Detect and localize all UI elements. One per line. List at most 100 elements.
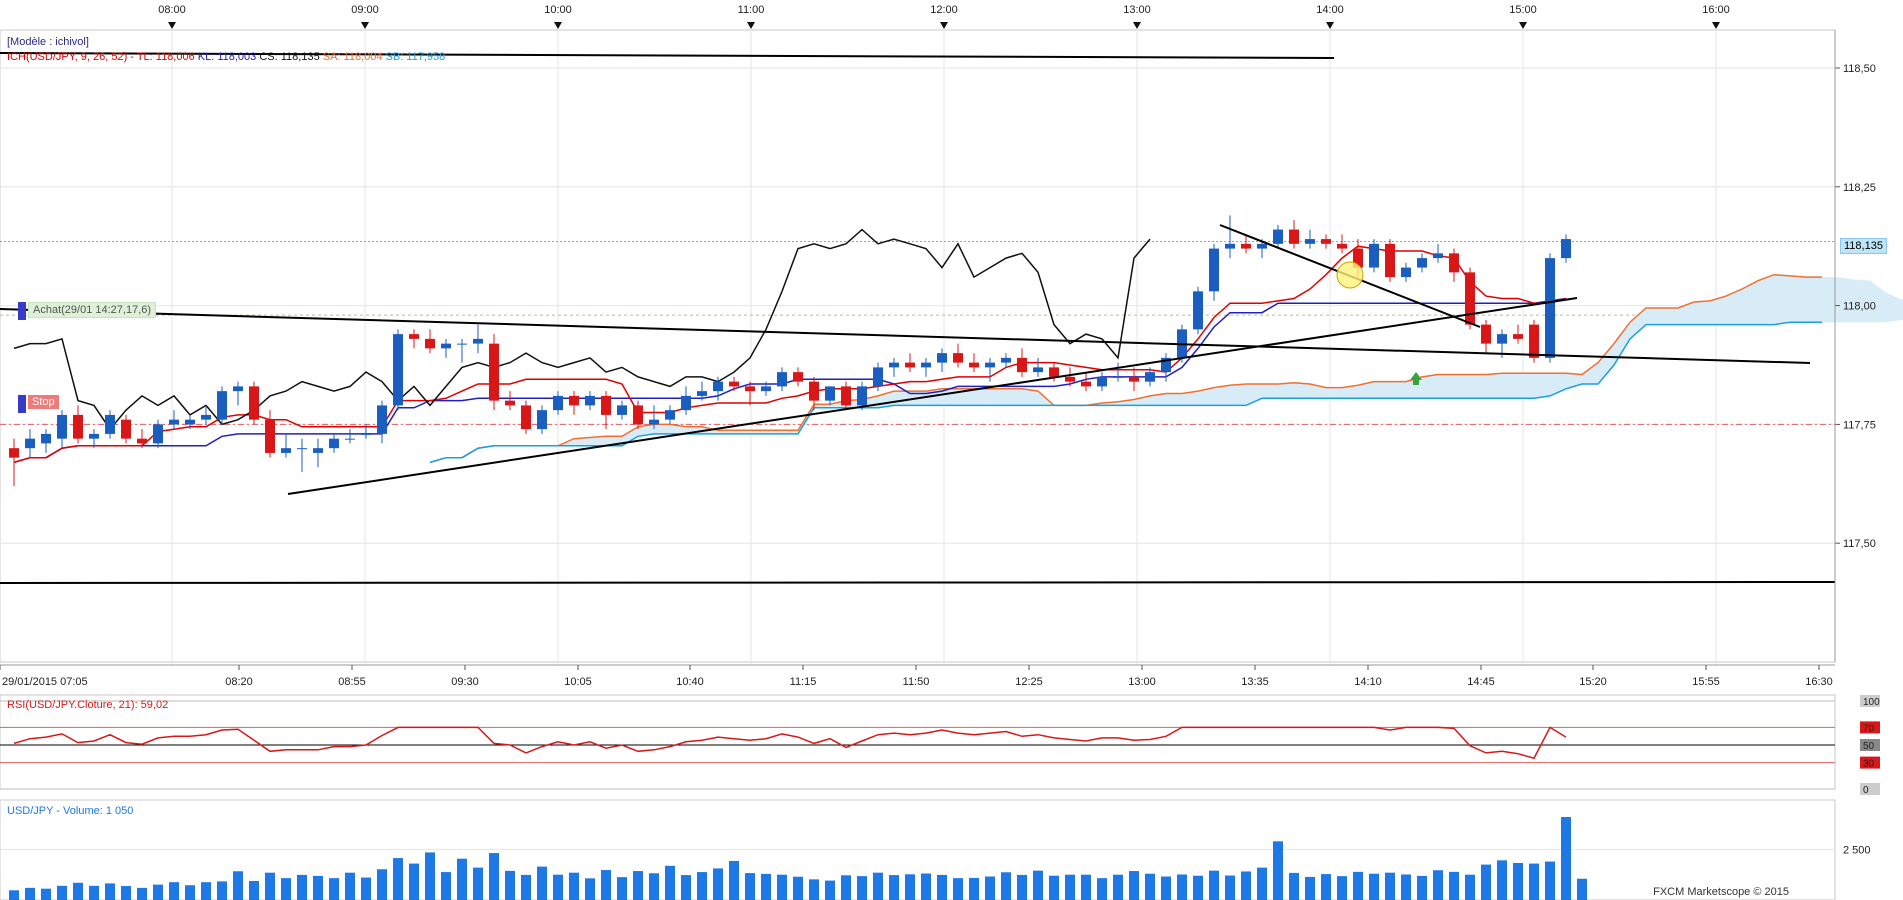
volume-bar xyxy=(1225,875,1235,900)
rsi-level-label: 100 xyxy=(1863,697,1880,708)
candle xyxy=(281,433,291,458)
volume-bar xyxy=(1129,871,1139,900)
volume-bar xyxy=(89,885,99,900)
volume-bar xyxy=(617,877,627,900)
candle-body xyxy=(89,433,99,439)
rsi-level-label: 50 xyxy=(1863,741,1875,752)
cloud-segment xyxy=(1374,381,1390,399)
volume-bar xyxy=(393,858,403,900)
rsi-level-label: 70 xyxy=(1863,723,1875,734)
cloud-segment xyxy=(1166,393,1182,406)
candle-body xyxy=(57,414,67,439)
candle xyxy=(1385,239,1395,282)
cloud-segment xyxy=(1134,395,1150,406)
candle xyxy=(905,353,915,373)
cloud-segment xyxy=(782,430,798,434)
volume-bar xyxy=(1017,874,1027,900)
volume-bar xyxy=(57,885,67,900)
volume-bar xyxy=(649,873,659,900)
candle xyxy=(297,438,307,472)
candle xyxy=(953,343,963,368)
volume-bar xyxy=(1193,875,1203,900)
rsi-line xyxy=(13,726,1567,760)
trend-line-top xyxy=(0,52,1335,59)
volume-bar xyxy=(777,874,787,900)
bottom-time-label: 08:20 xyxy=(225,676,253,688)
rsi-level-label: 30 xyxy=(1863,759,1875,770)
candle-body xyxy=(1305,239,1315,244)
stop-order-label[interactable]: Stop xyxy=(28,395,59,409)
buy-order-label[interactable]: Achat(29/01 14:27,17,6) xyxy=(28,302,157,318)
candle-body xyxy=(137,438,147,444)
candle xyxy=(985,357,995,382)
volume-bar xyxy=(1481,864,1491,900)
candle-body xyxy=(1209,248,1219,292)
candle xyxy=(57,410,67,449)
candle xyxy=(313,438,323,468)
candle xyxy=(361,424,371,439)
candle-body xyxy=(857,386,867,406)
candle-body xyxy=(1481,324,1491,344)
cloud-segment xyxy=(1150,393,1166,406)
candle-body xyxy=(1049,367,1059,377)
ichimoku-cloud xyxy=(430,274,1903,463)
volume-bar xyxy=(153,884,163,900)
volume-bar xyxy=(105,883,115,900)
candle xyxy=(713,376,723,401)
candle xyxy=(921,357,931,377)
candle-body xyxy=(809,381,819,401)
candle-body xyxy=(601,395,611,415)
candle-body xyxy=(937,353,947,363)
candle-body xyxy=(745,386,755,392)
volume-axis-label: 2 500 xyxy=(1843,844,1871,856)
candle-body xyxy=(1081,381,1091,387)
candle xyxy=(1449,248,1459,282)
candle-body xyxy=(153,424,163,444)
candle xyxy=(441,338,451,358)
cloud-segment xyxy=(1662,307,1678,325)
candle-body xyxy=(1017,357,1027,373)
cloud-segment xyxy=(990,388,1006,406)
candle xyxy=(969,353,979,373)
volume-bar xyxy=(201,882,211,900)
bottom-time-label: 11:15 xyxy=(790,676,817,688)
candle xyxy=(777,367,787,392)
ichimoku-legend: ICH(USD/JPY, 9, 26, 52) - TL: 118,006 KL… xyxy=(7,51,445,63)
candle-body xyxy=(1353,248,1363,268)
candle xyxy=(761,381,771,396)
bottom-time-label: 13:35 xyxy=(1241,676,1269,688)
stop-marker-handle[interactable] xyxy=(18,395,26,413)
volume-bar xyxy=(1209,870,1219,900)
volume-bar xyxy=(9,890,19,900)
cloud-segment xyxy=(1678,302,1694,325)
volume-bar xyxy=(937,874,947,900)
volume-bar xyxy=(1289,872,1299,900)
volume-bar xyxy=(873,872,883,900)
candle-body xyxy=(825,386,835,401)
volume-bar xyxy=(1545,861,1555,900)
candle xyxy=(393,329,403,411)
volume-bar xyxy=(249,880,259,900)
candle-body xyxy=(297,448,307,450)
volume-bar xyxy=(425,852,435,900)
candle-body xyxy=(9,448,19,458)
volume-bar xyxy=(1001,872,1011,900)
volume-panel-frame xyxy=(0,799,1836,900)
bottom-time-label: 29/01/2015 07:05 xyxy=(2,676,88,688)
cloud-segment xyxy=(1326,387,1342,399)
candle-body xyxy=(489,343,499,401)
cloud-segment xyxy=(1838,277,1854,323)
volume-bar xyxy=(169,882,179,900)
bottom-time-label: 15:55 xyxy=(1692,676,1720,688)
volume-bar xyxy=(969,877,979,900)
candle xyxy=(1369,239,1379,273)
trend-line-resistance xyxy=(0,308,1811,364)
volume-bar xyxy=(1529,863,1539,900)
volume-bar xyxy=(41,888,51,900)
buy-marker-handle[interactable] xyxy=(18,302,26,320)
candle xyxy=(473,324,483,354)
candle xyxy=(889,357,899,377)
volume-bar xyxy=(1433,870,1443,900)
price-axis-label: 118,00 xyxy=(1843,301,1876,313)
volume-legend: USD/JPY - Volume: 1 050 xyxy=(7,805,134,817)
